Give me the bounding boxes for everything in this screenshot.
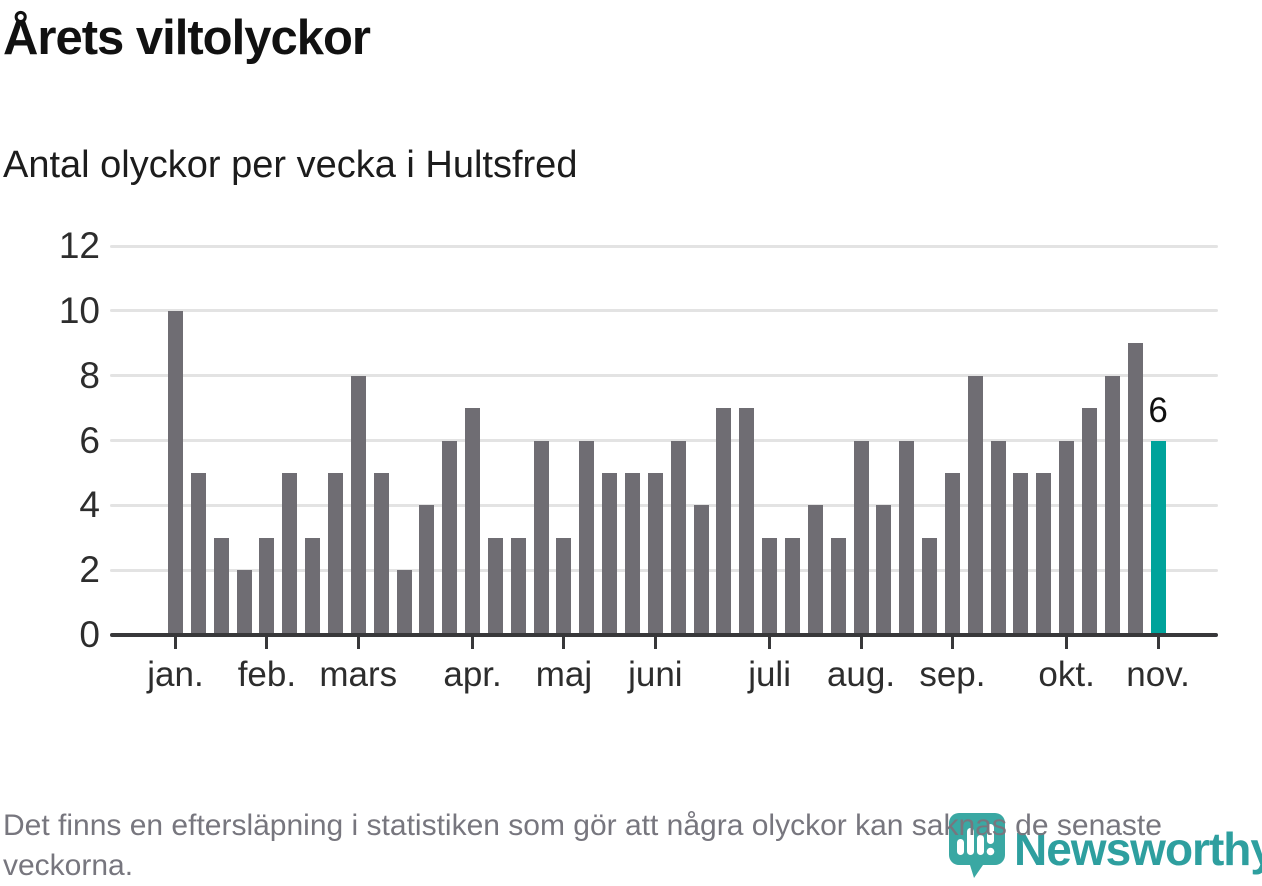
bar-week-19 xyxy=(579,440,595,635)
bar-week-35 xyxy=(944,472,960,635)
newsworthy-badge-icon xyxy=(949,813,1005,878)
bar-week-22 xyxy=(647,472,663,635)
bar-week-31 xyxy=(853,440,869,635)
gridline-y-6 xyxy=(110,439,1218,442)
month-label-jan: jan. xyxy=(147,655,204,694)
bar-week-3 xyxy=(213,537,229,635)
bar-week-4 xyxy=(236,570,252,635)
x-tick-juli xyxy=(768,635,772,649)
x-tick-nov xyxy=(1156,635,1160,649)
bar-week-20 xyxy=(602,472,618,635)
y-tick-label-10: 10 xyxy=(58,289,100,331)
bar-week-2 xyxy=(190,472,206,635)
bar-week-42 xyxy=(1104,375,1120,635)
bar-week-28 xyxy=(784,537,800,635)
y-tick-label-6: 6 xyxy=(79,419,100,461)
x-tick-jan xyxy=(174,635,177,649)
bar-week-16 xyxy=(510,537,526,635)
bar-week-21 xyxy=(625,472,640,635)
bar-week-13 xyxy=(442,440,458,635)
month-label-maj: maj xyxy=(535,655,593,694)
bar-week-9 xyxy=(350,375,366,635)
bar-week-30 xyxy=(830,537,846,635)
bar-week-12 xyxy=(419,505,435,635)
bar-week-14 xyxy=(465,408,481,635)
bar-week-25 xyxy=(716,408,732,635)
x-tick-okt xyxy=(1065,635,1069,649)
month-label-okt: okt. xyxy=(1038,655,1095,694)
chart-title: Årets viltolyckor xyxy=(3,11,371,65)
gridline-y-2 xyxy=(110,568,1218,572)
x-tick-mars xyxy=(356,635,360,649)
bar-week-44 xyxy=(1150,440,1166,635)
bar-week-33 xyxy=(899,440,915,635)
bar-week-7 xyxy=(305,537,321,635)
bar-week-32 xyxy=(876,505,892,635)
newsworthy-logo: Newsworthy xyxy=(945,811,1262,879)
x-tick-feb xyxy=(265,635,269,649)
chart-subtitle: Antal olyckor per vecka i Hultsfred xyxy=(3,144,578,186)
bar-week-43 xyxy=(1127,343,1143,635)
y-tick-label-12: 12 xyxy=(58,225,100,266)
y-tick-label-8: 8 xyxy=(79,354,100,396)
bar-week-27 xyxy=(762,537,778,635)
bar-week-1 xyxy=(168,310,183,635)
month-label-sep: sep. xyxy=(919,655,986,694)
bar-week-39 xyxy=(1036,472,1052,635)
highlight-value-label: 6 xyxy=(1148,390,1168,430)
gridline-y-10 xyxy=(110,309,1218,313)
month-label-juni: juni xyxy=(628,655,683,694)
bar-week-8 xyxy=(327,472,343,635)
y-tick-label-4: 4 xyxy=(79,484,100,526)
gridline-y-12 xyxy=(110,244,1218,248)
x-tick-apr xyxy=(471,635,475,649)
bar-week-18 xyxy=(556,537,572,635)
y-tick-label-2: 2 xyxy=(79,549,100,591)
gridline-y-8 xyxy=(110,374,1218,378)
x-tick-juni xyxy=(653,635,657,649)
x-axis-line xyxy=(110,633,1218,637)
bar-week-36 xyxy=(967,375,983,635)
x-tick-sep xyxy=(950,635,954,649)
y-tick-label-0: 0 xyxy=(79,614,100,655)
newsworthy-wordmark: Newsworthy xyxy=(1014,823,1262,875)
bar-week-10 xyxy=(373,472,389,635)
gridline-y-4 xyxy=(110,503,1218,507)
month-label-apr: apr. xyxy=(443,655,502,694)
x-tick-maj xyxy=(562,635,566,649)
month-label-mars: mars xyxy=(319,655,398,694)
bar-week-11 xyxy=(396,570,412,635)
bar-week-24 xyxy=(693,505,709,635)
month-label-juli: juli xyxy=(748,655,791,694)
bar-week-17 xyxy=(533,440,549,635)
bar-week-34 xyxy=(922,537,938,635)
x-tick-aug xyxy=(859,635,863,649)
bar-week-23 xyxy=(670,440,686,635)
plot-area: 0 2 4 6 8 10 12 jan. feb. mars apr. maj juni juli aug.… xyxy=(59,225,1218,694)
month-label-feb: feb. xyxy=(237,655,297,694)
bar-week-37 xyxy=(990,440,1006,635)
bar-week-38 xyxy=(1013,472,1029,635)
month-label-aug: aug. xyxy=(826,655,896,694)
bar-week-41 xyxy=(1082,408,1097,635)
bar-week-40 xyxy=(1059,440,1075,635)
bar-week-5 xyxy=(259,537,275,635)
bar-week-6 xyxy=(282,472,298,635)
bar-week-15 xyxy=(487,537,503,635)
footnote-text: Det finns en eftersläpning i statistiken… xyxy=(3,809,1162,882)
bar-week-26 xyxy=(739,408,755,635)
bar-week-29 xyxy=(807,505,823,635)
month-label-nov: nov. xyxy=(1126,655,1190,694)
